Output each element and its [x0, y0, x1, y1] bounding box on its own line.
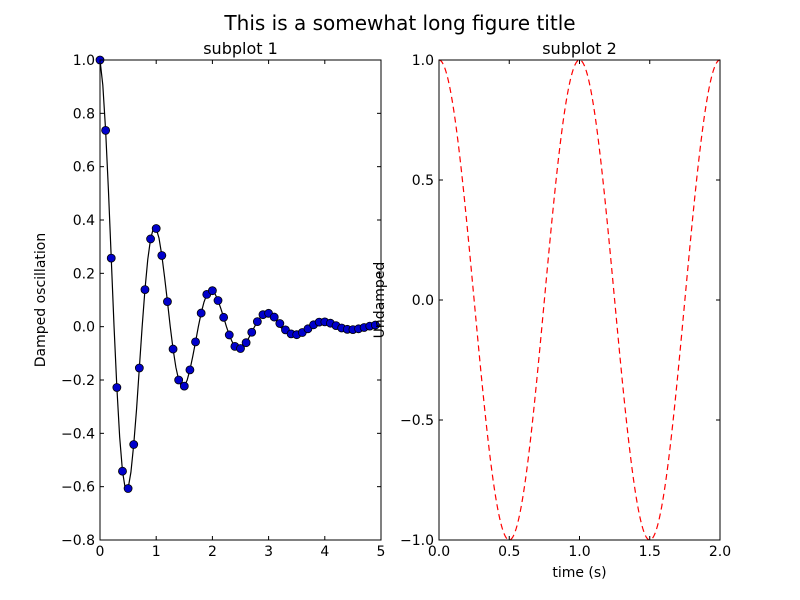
- subplot-1-ytick-label: 0.6: [73, 160, 95, 176]
- subplot-1-ytick-label: 0.0: [73, 320, 95, 336]
- subplot-1-data-point: [252, 317, 262, 327]
- subplot-1-data-point: [207, 286, 217, 296]
- subplot-2-xlabel: time (s): [552, 565, 606, 581]
- subplot-2-ytick-label: 0.5: [412, 173, 434, 189]
- subplot-1-data-point: [185, 365, 195, 375]
- subplot-1-data-point: [129, 440, 139, 449]
- subplot-1-data-point: [101, 125, 111, 135]
- subplot-1-data-point: [112, 383, 122, 392]
- subplot-1-data-point: [370, 320, 380, 330]
- subplot-1-data-point: [163, 297, 172, 307]
- subplot-1-ytick-label: 0.8: [73, 106, 95, 122]
- subplot-1-ytick-label: −0.2: [61, 373, 95, 389]
- subplot-2-ylabel: Undamped: [372, 262, 388, 339]
- subplot-2-ytick-label: −0.5: [400, 413, 434, 429]
- subplot-2: subplot 2 Undamped time (s) 0.0 0.5 1.0 1.5…: [372, 39, 731, 581]
- subplot-1-xtick-label: 1: [152, 544, 161, 560]
- subplot-1-data-point: [134, 363, 144, 373]
- subplot-1-frame: [99, 59, 382, 541]
- subplot-1-ytick-label: −0.8: [61, 533, 95, 549]
- subplot-1-ytick-label: −0.4: [61, 426, 95, 442]
- subplot-2-ytick-label: 0.0: [412, 293, 434, 309]
- subplot-1-data-point: [241, 338, 251, 348]
- subplot-1-data-point: [168, 344, 178, 354]
- figure-title: This is a somewhat long figure title: [223, 11, 575, 35]
- subplot-1: subplot 1 Damped oscillation 0 1 2 3 4 5 −0.8 −…: [33, 39, 385, 560]
- subplot-1-ytick-label: 0.2: [73, 266, 95, 282]
- subplot-1-data-point: [275, 319, 285, 328]
- subplot-2-xtick-label: 0.0: [428, 544, 450, 560]
- subplot-1-xtick-label: 0: [96, 544, 105, 560]
- subplot-2-xtick-label: 1.5: [639, 544, 661, 560]
- subplot-1-title: subplot 1: [203, 39, 278, 58]
- subplot-2-xtick-label: 1.0: [568, 544, 590, 560]
- subplot-1-data-point: [196, 308, 206, 318]
- subplot-1-data-point: [118, 466, 127, 476]
- subplot-1-data-point: [123, 484, 133, 493]
- subplot-1-ytick-label: −0.6: [61, 480, 95, 496]
- subplot-1-ytick-label: 0.4: [73, 213, 95, 229]
- subplot-1-data-point: [247, 327, 257, 337]
- subplot-2-frame: [438, 59, 721, 541]
- subplot-1-data-point: [236, 344, 245, 353]
- subplot-1-data-point: [140, 285, 150, 295]
- subplot-1-data-point: [157, 251, 167, 260]
- subplot-1-xtick-label: 3: [264, 544, 273, 560]
- subplot-1-data-point: [179, 381, 189, 391]
- subplot-1-data-point: [106, 253, 116, 263]
- subplot-1-ytick-label: 1.0: [73, 53, 95, 69]
- subplot-2-xtick-label: 0.5: [498, 544, 520, 560]
- subplot-1-xtick-label: 4: [320, 544, 329, 560]
- subplot-1-data-point: [174, 375, 184, 385]
- subplot-1-xtick-label: 2: [208, 544, 217, 560]
- subplot-1-data-point: [224, 330, 234, 340]
- subplot-1-data-point: [151, 224, 161, 233]
- subplot-1-xtick-label: 5: [377, 544, 386, 560]
- subplot-1-ylabel: Damped oscillation: [33, 233, 49, 367]
- subplot-2-xtick-label: 2.0: [709, 544, 731, 560]
- subplot-1-data-point: [213, 296, 223, 305]
- subplot-1-data-point: [269, 312, 279, 322]
- subplot-2-series-line: [438, 59, 721, 541]
- subplot-1-data-point: [146, 234, 155, 244]
- subplot-1-data-point: [219, 312, 229, 322]
- subplot-2-ytick-label: −1.0: [400, 533, 434, 549]
- subplot-2-ytick-label: 1.0: [412, 53, 434, 69]
- subplot-1-data-point: [191, 337, 200, 347]
- subplot-2-title: subplot 2: [542, 39, 617, 58]
- subplot-1-series-line: [99, 59, 382, 490]
